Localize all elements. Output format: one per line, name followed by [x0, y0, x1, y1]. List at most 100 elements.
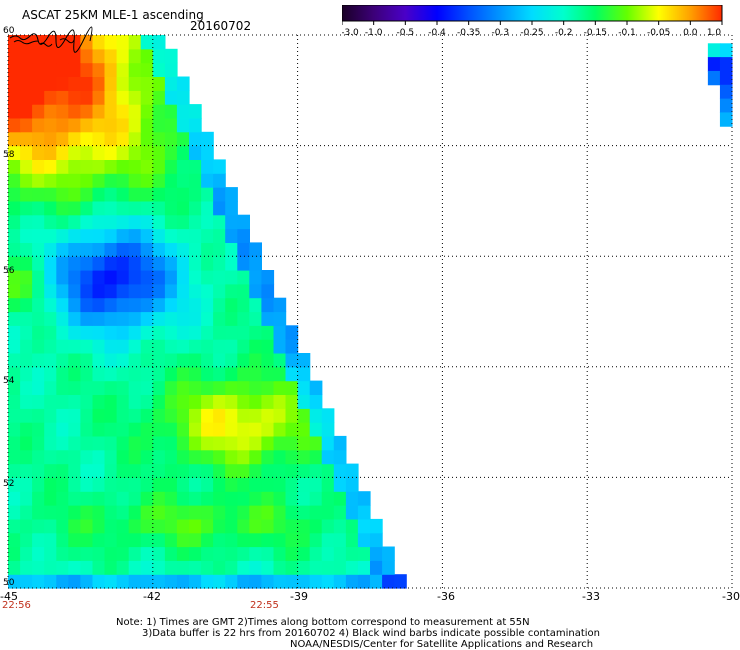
field-cell — [104, 159, 118, 174]
field-cell — [213, 477, 226, 492]
field-cell — [44, 491, 57, 506]
field-cell — [321, 532, 335, 548]
field-cell — [32, 270, 45, 285]
field-cell — [56, 505, 69, 520]
field-cell — [8, 518, 21, 534]
field-cell — [357, 491, 371, 506]
field-cell — [164, 159, 178, 174]
field-cell — [176, 131, 190, 147]
lon-label-4: -36 — [437, 590, 455, 603]
field-cell — [140, 62, 154, 77]
field-cell — [104, 394, 118, 409]
field-cell — [32, 187, 45, 202]
field-cell — [176, 145, 190, 160]
field-cell — [80, 505, 94, 520]
field-cell — [8, 339, 21, 354]
field-cell — [116, 117, 130, 133]
field-cell — [80, 518, 94, 534]
field-cell — [32, 435, 45, 451]
field-cell — [8, 214, 21, 230]
field-cell — [68, 256, 81, 271]
field-cell — [189, 532, 202, 548]
field-cell — [261, 325, 275, 340]
field-cell — [140, 242, 154, 257]
field-cell — [201, 560, 214, 575]
field-cell — [201, 518, 214, 534]
field-cell — [20, 76, 33, 91]
field-cell — [176, 173, 190, 188]
field-cell — [92, 117, 106, 133]
field-cell — [309, 380, 323, 395]
field-cell — [116, 187, 130, 202]
field-cell — [213, 505, 226, 520]
field-cell — [357, 518, 371, 534]
field-cell — [261, 560, 275, 575]
field-cell — [225, 463, 238, 478]
field-cell — [213, 574, 226, 589]
field-cell — [164, 339, 178, 354]
field-cell — [164, 48, 178, 64]
field-cell — [68, 35, 81, 50]
field-cell — [8, 532, 21, 548]
field-cell — [8, 477, 21, 492]
field-cell — [140, 546, 154, 561]
field-cell — [249, 283, 262, 299]
field-cell — [128, 35, 142, 50]
field-cell — [44, 518, 57, 534]
field-cell — [92, 366, 106, 382]
field-cell — [201, 297, 214, 313]
field-cell — [8, 311, 21, 326]
field-cell — [140, 159, 154, 174]
field-cell — [140, 214, 154, 230]
field-cell — [68, 187, 81, 202]
field-cell — [56, 187, 69, 202]
field-cell — [116, 491, 130, 506]
color-scale-bar: -3.0 -1.0 -0.5 -0.4 -0.35 -0.3 -0.25 -0.2 -0.15 -… — [342, 5, 723, 38]
field-cell — [104, 283, 118, 299]
field-cell — [104, 270, 118, 285]
field-cell — [201, 173, 214, 188]
field-cell — [104, 90, 118, 105]
field-cell — [201, 463, 214, 478]
field-cell — [140, 366, 154, 382]
field-cell — [297, 408, 311, 423]
field-cell — [92, 574, 106, 589]
field-cell — [128, 214, 142, 230]
field-cell — [68, 242, 81, 257]
field-cell — [285, 532, 299, 548]
field-cell — [225, 283, 238, 299]
field-cell — [189, 131, 202, 147]
field-cell — [225, 297, 238, 313]
field-cell — [273, 353, 287, 368]
field-cell — [164, 283, 178, 299]
field-cell — [201, 283, 214, 299]
field-cell — [68, 477, 81, 492]
field-cell — [249, 477, 262, 492]
field-cell — [189, 325, 202, 340]
field-cell — [20, 159, 33, 174]
field-cell — [164, 173, 178, 188]
colorbar-label: -0.3 — [492, 28, 510, 38]
field-cell — [237, 228, 250, 243]
field-cell — [92, 90, 106, 105]
field-cell — [152, 477, 166, 492]
field-cell — [8, 62, 21, 77]
field-cell — [92, 449, 106, 465]
field-cell — [92, 394, 106, 409]
field-cell — [80, 366, 94, 382]
lat-label-52: 52 — [3, 479, 15, 489]
field-cell — [80, 256, 94, 271]
field-cell — [189, 173, 202, 188]
field-cell — [140, 463, 154, 478]
field-cell — [309, 560, 323, 575]
field-cell — [297, 560, 311, 575]
field-cell — [164, 560, 178, 575]
field-cell — [44, 353, 57, 368]
field-cell — [140, 477, 154, 492]
colorbar-label: 0.0 — [683, 28, 698, 38]
field-cell — [285, 353, 299, 368]
field-cell — [213, 560, 226, 575]
field-cell — [56, 283, 69, 299]
field-cell — [225, 242, 238, 257]
field-cell — [297, 532, 311, 548]
